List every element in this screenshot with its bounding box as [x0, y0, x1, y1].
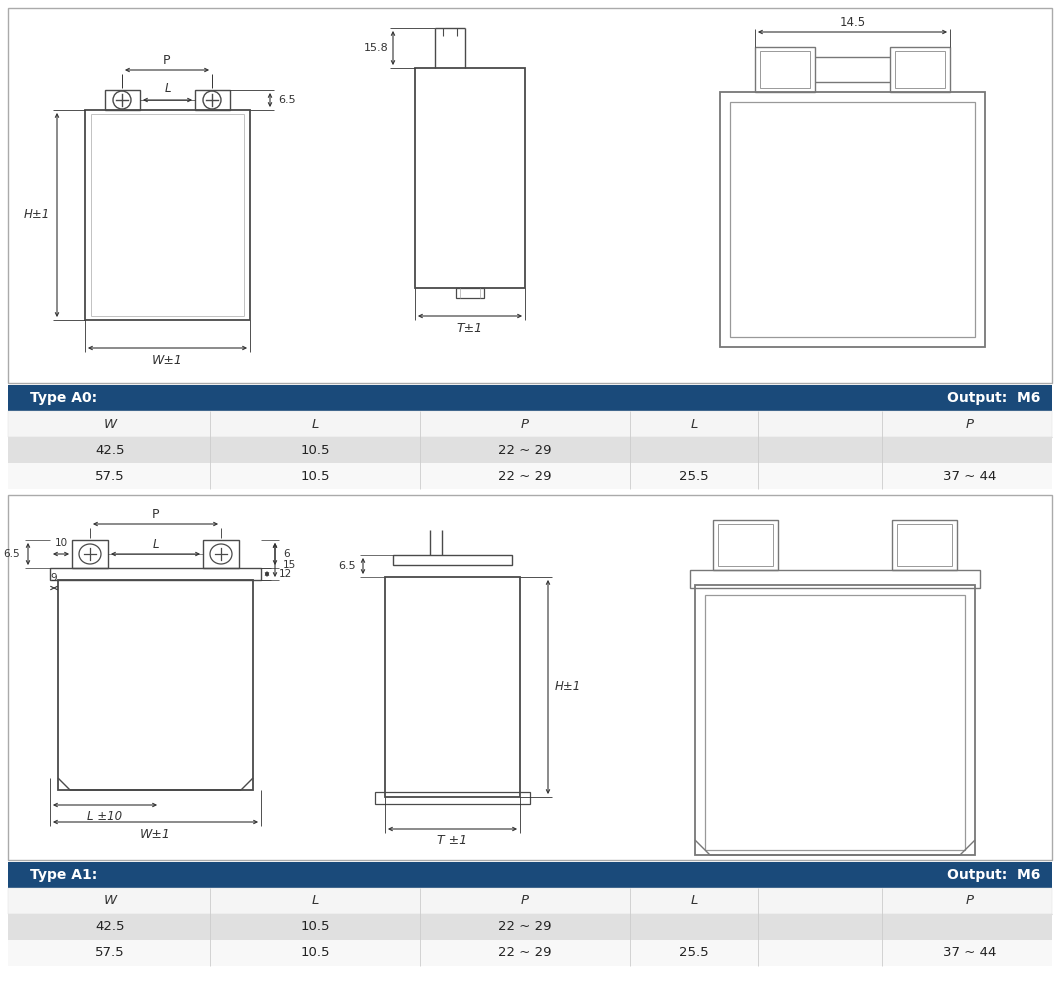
Text: 10.5: 10.5 — [300, 443, 330, 456]
Bar — [416, 68, 525, 288]
Text: H±1: H±1 — [24, 208, 50, 221]
Text: T±1: T±1 — [457, 321, 483, 334]
Text: 42.5: 42.5 — [95, 443, 125, 456]
Text: 37 ~ 44: 37 ~ 44 — [943, 470, 996, 483]
Text: T ±1: T ±1 — [438, 835, 467, 847]
Text: 10.5: 10.5 — [300, 920, 330, 934]
Bar — [8, 385, 1052, 411]
Bar — [8, 914, 1052, 940]
Text: W±1: W±1 — [152, 354, 183, 367]
Text: L: L — [153, 538, 159, 550]
Text: 25.5: 25.5 — [679, 947, 709, 959]
Text: P: P — [522, 895, 529, 907]
Text: P: P — [163, 53, 171, 67]
Bar — [456, 288, 484, 298]
Text: 37 ~ 44: 37 ~ 44 — [943, 947, 996, 959]
Bar — [58, 580, 253, 790]
Text: 25.5: 25.5 — [679, 470, 709, 483]
Text: 22 ~ 29: 22 ~ 29 — [498, 443, 552, 456]
Bar — [705, 595, 965, 850]
Text: Output:  M6: Output: M6 — [947, 391, 1040, 405]
Text: P: P — [152, 507, 159, 521]
Bar — [8, 888, 1052, 914]
Text: P: P — [522, 418, 529, 431]
Bar — [895, 51, 946, 88]
Text: Type A1:: Type A1: — [30, 868, 98, 882]
Text: 12: 12 — [279, 569, 292, 579]
Bar — [718, 524, 773, 566]
Text: 6.5: 6.5 — [278, 95, 296, 105]
Bar — [760, 51, 810, 88]
Text: P: P — [966, 895, 974, 907]
Text: L: L — [164, 83, 171, 95]
Text: 22 ~ 29: 22 ~ 29 — [498, 920, 552, 934]
Text: H±1: H±1 — [554, 680, 581, 693]
Text: 10: 10 — [54, 538, 68, 548]
Text: 15: 15 — [282, 560, 296, 570]
Bar — [890, 47, 950, 92]
Bar — [713, 520, 778, 570]
Text: 42.5: 42.5 — [95, 920, 125, 934]
Text: 22 ~ 29: 22 ~ 29 — [498, 470, 552, 483]
Bar — [195, 90, 230, 110]
Bar — [730, 102, 975, 337]
Bar — [8, 8, 1052, 383]
Bar — [893, 520, 957, 570]
Bar — [8, 463, 1052, 489]
Bar — [393, 555, 512, 565]
Text: P: P — [966, 418, 974, 431]
Bar — [755, 47, 815, 92]
Bar — [85, 110, 250, 320]
Text: 57.5: 57.5 — [95, 470, 125, 483]
Bar — [8, 862, 1052, 888]
Bar — [695, 585, 975, 855]
Text: 57.5: 57.5 — [95, 947, 125, 959]
Text: 6.5: 6.5 — [3, 549, 20, 559]
Bar — [8, 940, 1052, 966]
Text: L: L — [690, 895, 697, 907]
Bar — [8, 495, 1052, 860]
Text: 10.5: 10.5 — [300, 947, 330, 959]
Bar — [204, 540, 238, 568]
Text: W±1: W±1 — [140, 828, 171, 840]
Text: 10.5: 10.5 — [300, 470, 330, 483]
Text: 6.5: 6.5 — [338, 561, 356, 571]
Bar — [72, 540, 108, 568]
Bar — [375, 792, 530, 804]
Bar — [385, 577, 520, 797]
Text: L: L — [312, 418, 319, 431]
Text: W: W — [104, 895, 117, 907]
Bar — [720, 92, 985, 347]
Text: 6: 6 — [284, 549, 290, 559]
Bar — [105, 90, 140, 110]
Text: Output:  M6: Output: M6 — [947, 868, 1040, 882]
Bar — [8, 411, 1052, 437]
Text: 22 ~ 29: 22 ~ 29 — [498, 947, 552, 959]
Bar — [897, 524, 952, 566]
Text: 15.8: 15.8 — [364, 43, 388, 53]
Text: Type A0:: Type A0: — [30, 391, 98, 405]
Bar — [8, 437, 1052, 463]
Text: 9: 9 — [51, 573, 57, 583]
Text: 14.5: 14.5 — [840, 16, 866, 29]
Text: L ±10: L ±10 — [87, 811, 123, 824]
Bar — [690, 570, 980, 588]
Text: L: L — [690, 418, 697, 431]
Text: W: W — [104, 418, 117, 431]
Bar — [50, 568, 261, 580]
Text: L: L — [312, 895, 319, 907]
